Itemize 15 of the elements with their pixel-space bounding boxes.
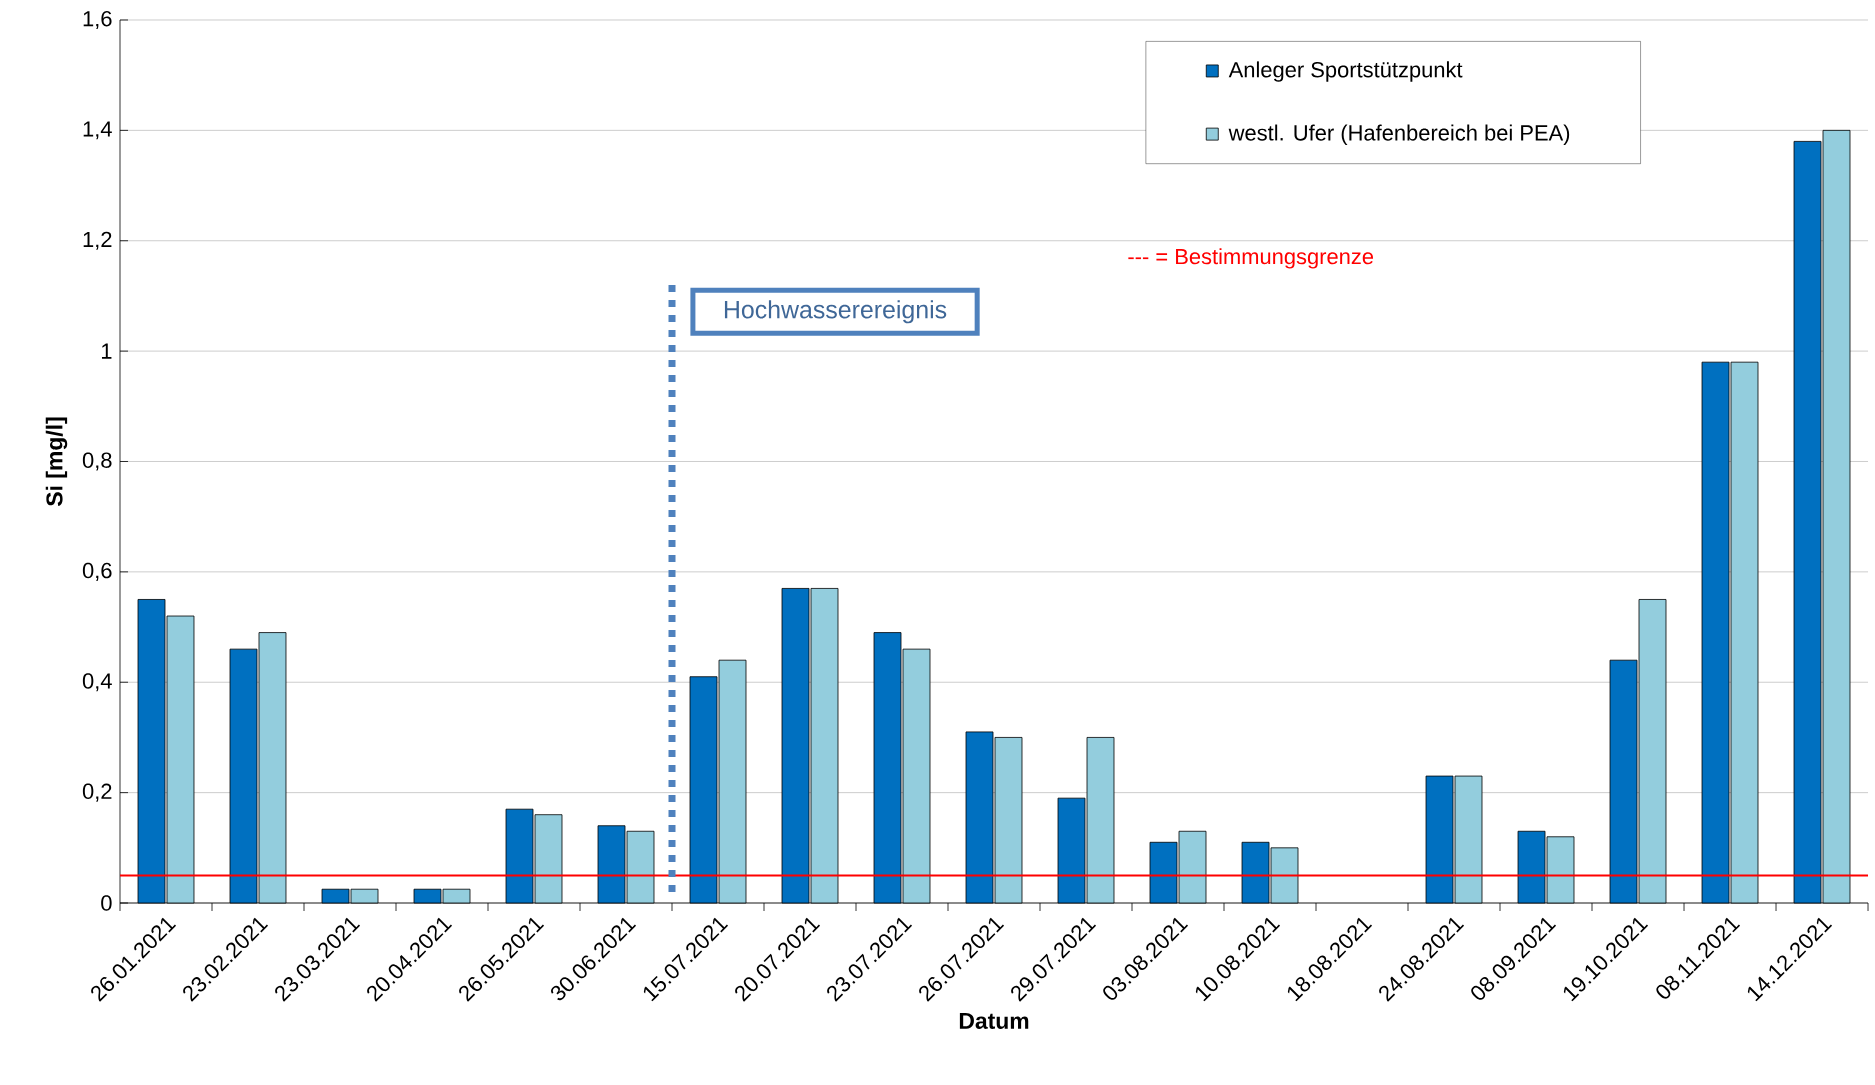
x-axis-title: Datum: [959, 1012, 1029, 1029]
y-tick-label: 0,4: [82, 673, 112, 692]
y-tick-label: 0,8: [82, 452, 112, 471]
y-tick-label: 0,2: [82, 783, 112, 802]
y-axis-title: Si [mg/l]: [45, 417, 68, 507]
legend-label: westl. Ufer (Hafenbereich bei PEA): [1228, 124, 1570, 145]
y-tick-label: 0: [101, 895, 112, 911]
y-tick-label: 1,2: [83, 231, 112, 250]
ref-line-label: Hochwasserereignis: [724, 300, 947, 324]
y-tick-label: 1,4: [83, 121, 112, 140]
legend-label: Anleger Sportstützpunkt: [1228, 61, 1463, 82]
y-tick-label: 0,6: [82, 562, 112, 581]
ref-line-label: --- = Bestimmungsgrenze: [1128, 248, 1374, 269]
y-tick-label: 1: [101, 343, 112, 359]
y-tick-label: 1,6: [83, 10, 112, 30]
